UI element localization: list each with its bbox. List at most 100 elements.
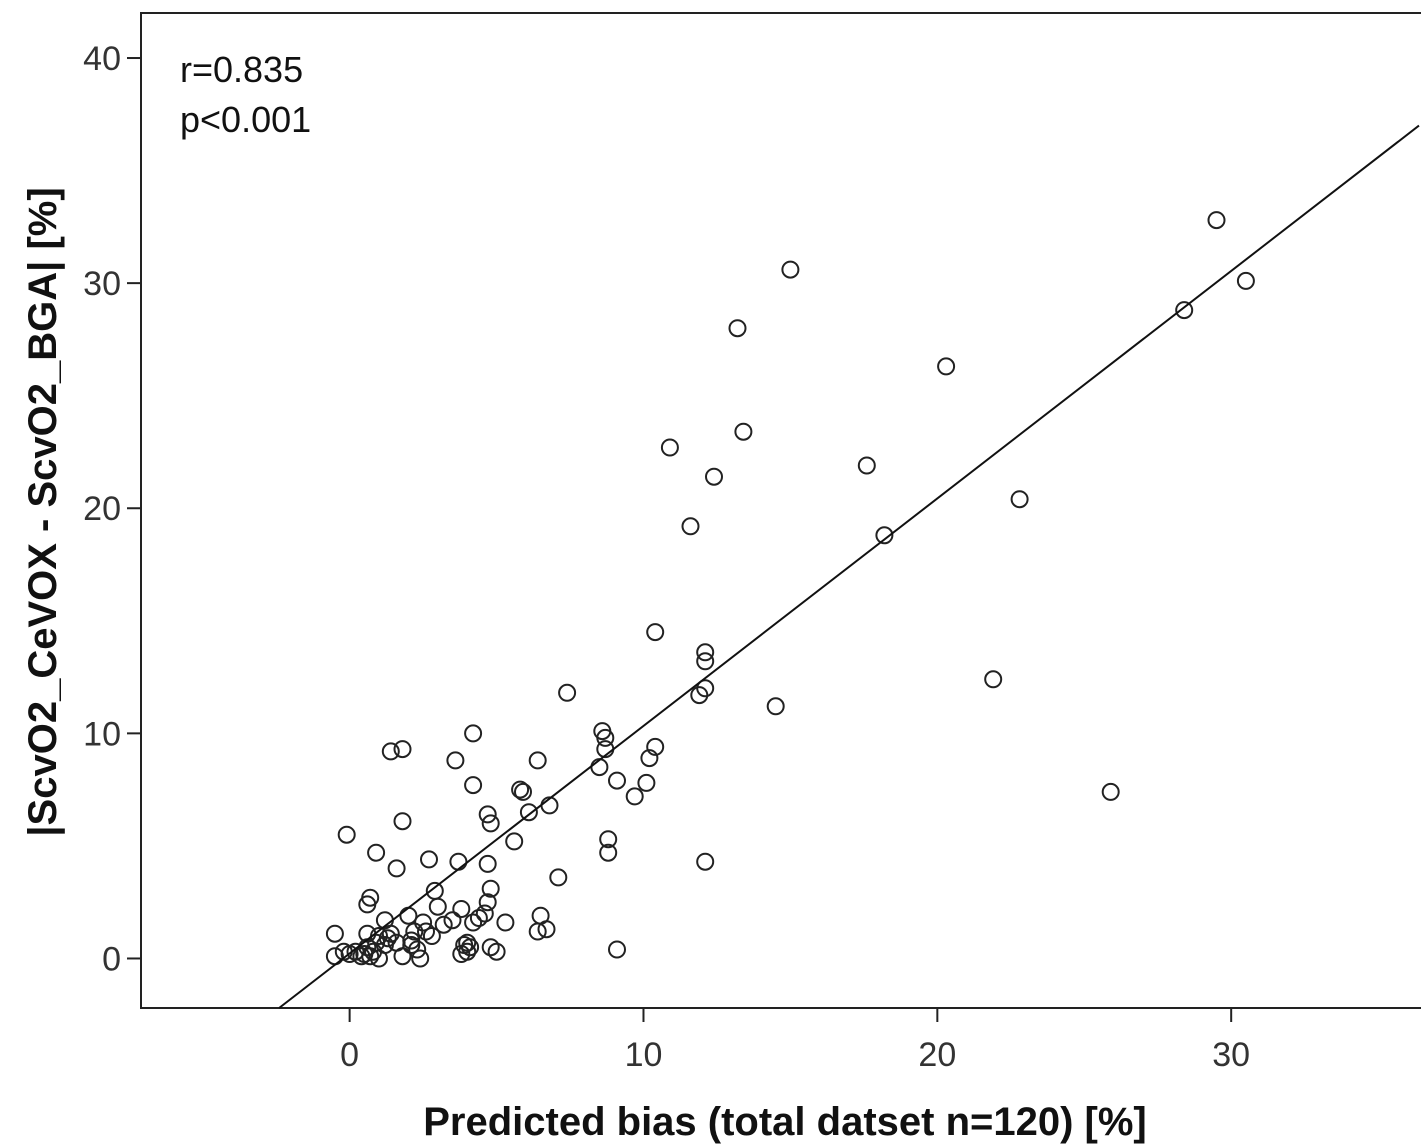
- data-point: [1207, 211, 1226, 230]
- data-point: [690, 686, 709, 705]
- data-point: [434, 915, 453, 934]
- data-point: [417, 922, 435, 941]
- data-point: [478, 805, 497, 824]
- data-point: [414, 913, 433, 932]
- data-point: [455, 936, 474, 954]
- data-point: [443, 911, 462, 930]
- plot-frame: [140, 12, 1421, 1009]
- data-point: [637, 773, 656, 792]
- data-point: [608, 940, 626, 959]
- x-tick-label: 0: [340, 1036, 359, 1074]
- data-point: [681, 517, 700, 536]
- data-point: [393, 947, 412, 966]
- data-point: [402, 936, 421, 954]
- data-point: [475, 904, 494, 923]
- data-point: [599, 830, 618, 849]
- data-point: [352, 947, 371, 966]
- data-point: [608, 771, 626, 790]
- data-point: [1175, 301, 1194, 320]
- data-point: [422, 927, 441, 945]
- data-point: [481, 938, 500, 957]
- data-points: [325, 211, 1255, 968]
- data-point: [478, 893, 497, 912]
- data-point: [696, 852, 715, 871]
- x-tick-label: 20: [918, 1036, 956, 1074]
- x-axis-title: Predicted bias (total datset n=120) [%]: [423, 1100, 1147, 1144]
- data-point: [337, 825, 356, 844]
- correlation-annotation: r=0.835: [180, 49, 303, 90]
- data-point: [367, 843, 386, 862]
- data-point: [537, 920, 556, 939]
- x-tick-label: 30: [1212, 1036, 1250, 1074]
- data-point: [393, 812, 412, 831]
- x-axis-ticks: 0 10 20 30: [340, 1008, 1250, 1074]
- data-point: [446, 751, 465, 770]
- data-point: [487, 942, 506, 961]
- data-point: [646, 737, 665, 756]
- y-axis-ticks: 0 10 20 30 40: [83, 40, 141, 978]
- data-point: [381, 742, 400, 761]
- data-point: [519, 803, 538, 822]
- data-point: [766, 697, 785, 716]
- data-point: [596, 728, 615, 747]
- p-value-annotation: p<0.001: [180, 99, 311, 140]
- y-tick-label: 0: [102, 940, 121, 978]
- data-point: [590, 758, 609, 777]
- data-point: [378, 929, 397, 948]
- data-point: [696, 679, 715, 698]
- data-point: [1236, 271, 1255, 290]
- y-tick-label: 20: [83, 490, 121, 528]
- data-point: [875, 526, 894, 545]
- y-axis-title: |ScvO2_CeVOX - ScvO2_BGA| [%]: [21, 187, 65, 836]
- data-point: [937, 357, 956, 376]
- y-tick-label: 10: [83, 715, 121, 753]
- data-point: [481, 879, 500, 898]
- data-point: [387, 859, 406, 878]
- data-point: [511, 780, 530, 799]
- data-point: [781, 260, 800, 279]
- data-point: [558, 683, 577, 702]
- data-point: [549, 868, 568, 887]
- data-point: [625, 787, 644, 806]
- data-point: [367, 933, 386, 952]
- x-tick-label: 10: [625, 1036, 663, 1074]
- data-point: [528, 751, 547, 770]
- data-point: [449, 852, 468, 871]
- data-point: [408, 940, 427, 959]
- data-point: [481, 814, 500, 833]
- data-point: [1010, 490, 1029, 509]
- data-point: [393, 740, 412, 759]
- data-point: [728, 319, 747, 338]
- data-point: [399, 906, 418, 925]
- data-point: [325, 924, 344, 943]
- data-point: [428, 897, 447, 916]
- data-point: [496, 913, 515, 932]
- data-point: [696, 643, 715, 662]
- data-point: [660, 438, 679, 457]
- data-point: [458, 933, 477, 952]
- data-point: [361, 888, 380, 907]
- data-point: [464, 913, 483, 932]
- regression-line: [278, 124, 1420, 1009]
- data-point: [857, 456, 876, 475]
- data-point: [646, 623, 665, 642]
- data-point: [984, 670, 1003, 689]
- data-point: [420, 850, 438, 869]
- data-point: [734, 422, 753, 441]
- data-point: [514, 782, 532, 801]
- data-point: [478, 854, 497, 873]
- data-point: [469, 909, 488, 927]
- data-point: [1101, 782, 1120, 801]
- data-point: [402, 931, 421, 950]
- data-point: [705, 467, 723, 486]
- data-point: [640, 749, 659, 768]
- data-point: [425, 881, 444, 900]
- y-tick-label: 40: [83, 40, 121, 78]
- data-point: [599, 843, 618, 862]
- data-point: [452, 900, 471, 918]
- data-point: [464, 724, 483, 743]
- data-point: [464, 776, 483, 795]
- y-tick-label: 30: [83, 265, 121, 303]
- data-point: [696, 652, 715, 671]
